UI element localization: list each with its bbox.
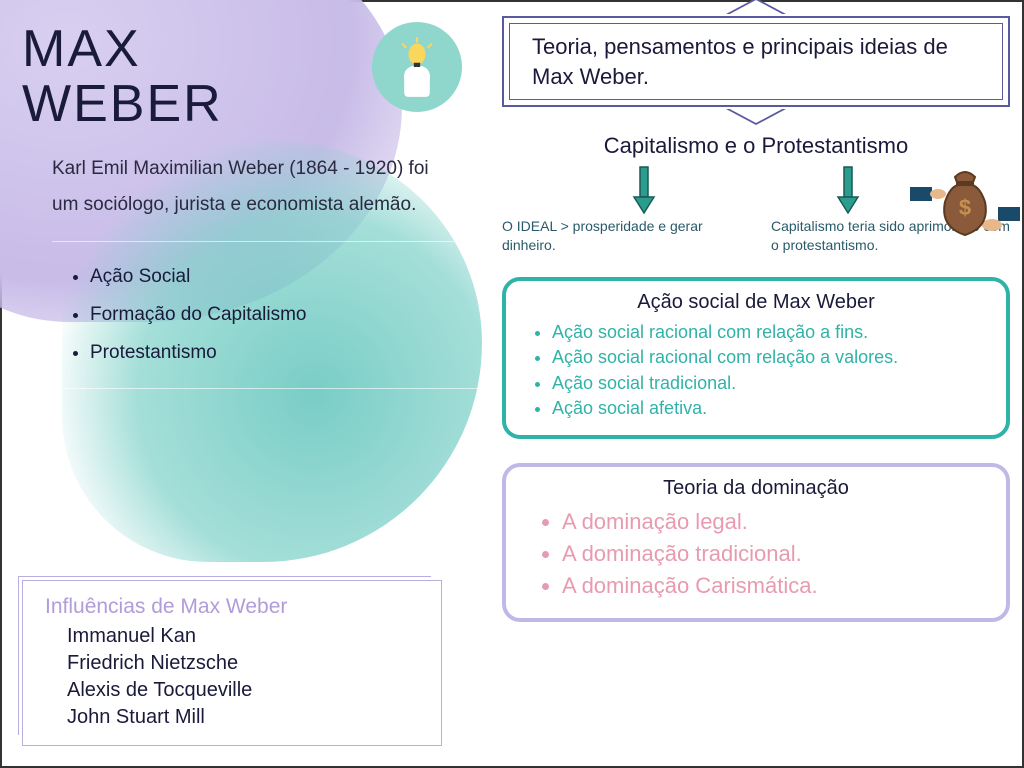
influences-title: Influências de Max Weber [45,595,419,619]
topic-item: Protestantismo [90,334,482,372]
title-line-1: MAX [22,22,482,77]
dominacao-item: A dominação Carismática. [562,570,976,602]
dominacao-item: A dominação tradicional. [562,538,976,570]
influence-item: Alexis de Tocqueville [67,677,419,704]
moneybag-icon: $ [910,157,1020,257]
arrow-down-icon [632,165,656,215]
influence-item: Friedrich Nietzsche [67,650,419,677]
dominacao-box: Teoria da dominação A dominação legal. A… [502,463,1010,622]
title-line-2: WEBER [22,77,482,132]
page-title: MAX WEBER [22,22,482,131]
topic-item: Formação do Capitalismo [90,296,482,334]
arrows-row [542,165,950,215]
left-column: MAX WEBER Karl Emil Maximilian Weber (18… [22,22,482,389]
influence-item: Immanuel Kan [67,623,419,650]
dominacao-title: Teoria da dominação [536,477,976,500]
cap-left-text: O IDEAL > prosperidade e gerar dinheiro. [502,217,741,255]
acao-item: Ação social afetiva. [552,396,982,421]
topics-box: Ação Social Formação do Capitalismo Prot… [22,241,482,389]
sub-heading: Capitalismo e o Protestantismo [502,133,1010,159]
svg-text:$: $ [959,195,971,220]
acao-item: Ação social racional com relação a fins. [552,320,982,345]
acao-item: Ação social racional com relação a valor… [552,345,982,370]
influence-item: John Stuart Mill [67,704,419,731]
acao-title: Ação social de Max Weber [530,291,982,314]
topic-item: Ação Social [90,258,482,296]
dominacao-item: A dominação legal. [562,506,976,538]
arrow-down-icon [836,165,860,215]
acao-item: Ação social tradicional. [552,371,982,396]
right-column: Teoria, pensamentos e principais ideias … [502,16,1010,622]
acao-social-box: Ação social de Max Weber Ação social rac… [502,277,1010,439]
banner-text: Teoria, pensamentos e principais ideias … [532,34,948,89]
influences-list: Immanuel Kan Friedrich Nietzsche Alexis … [45,623,419,731]
capitalism-row: O IDEAL > prosperidade e gerar dinheiro.… [502,217,1010,255]
influences-box: Influências de Max Weber Immanuel Kan Fr… [22,580,442,746]
banner-box: Teoria, pensamentos e principais ideias … [502,16,1010,107]
bio-text: Karl Emil Maximilian Weber (1864 - 1920)… [22,151,482,223]
